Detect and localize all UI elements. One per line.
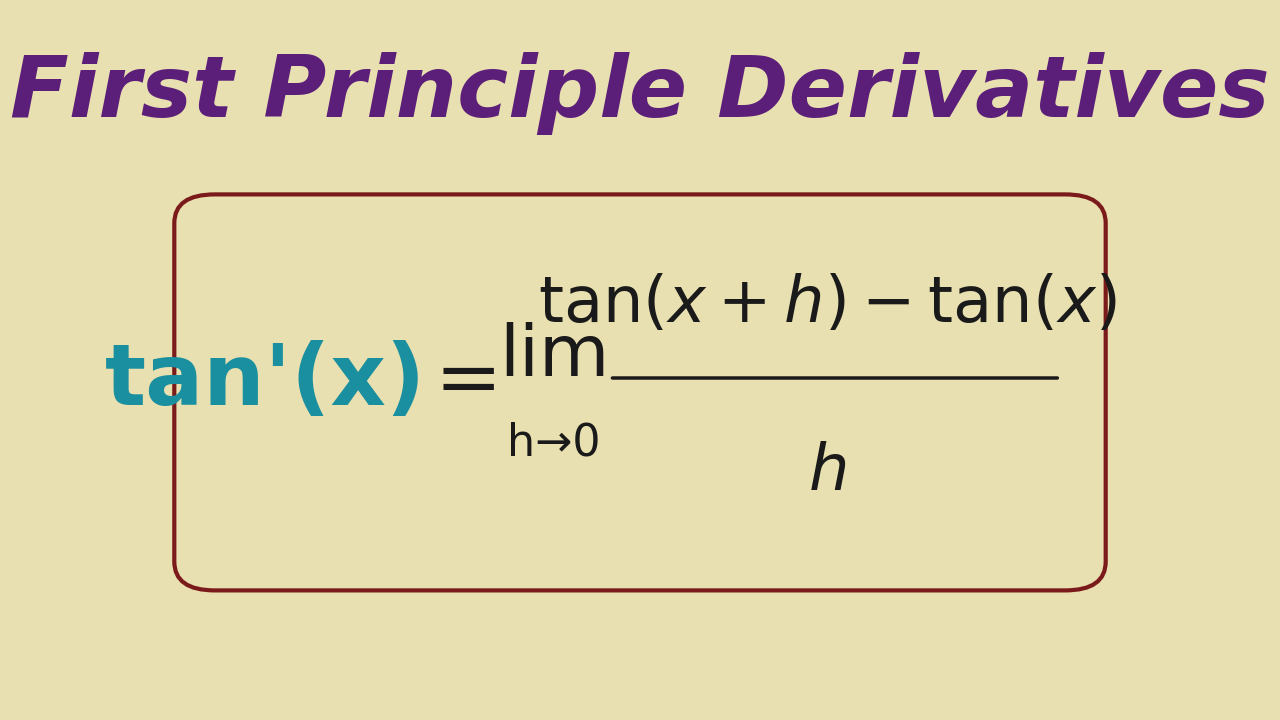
Text: $\mathrm{tan}(x + h) - \mathrm{tan}(x)$: $\mathrm{tan}(x + h) - \mathrm{tan}(x)$ [538,273,1116,335]
Text: h→0: h→0 [507,421,600,464]
Text: First Principle Derivatives: First Principle Derivatives [10,52,1270,135]
Text: =: = [434,343,502,420]
Text: tan'(x): tan'(x) [105,340,426,423]
Text: $h$: $h$ [808,441,846,503]
Text: lim: lim [499,322,609,391]
FancyBboxPatch shape [174,194,1106,590]
